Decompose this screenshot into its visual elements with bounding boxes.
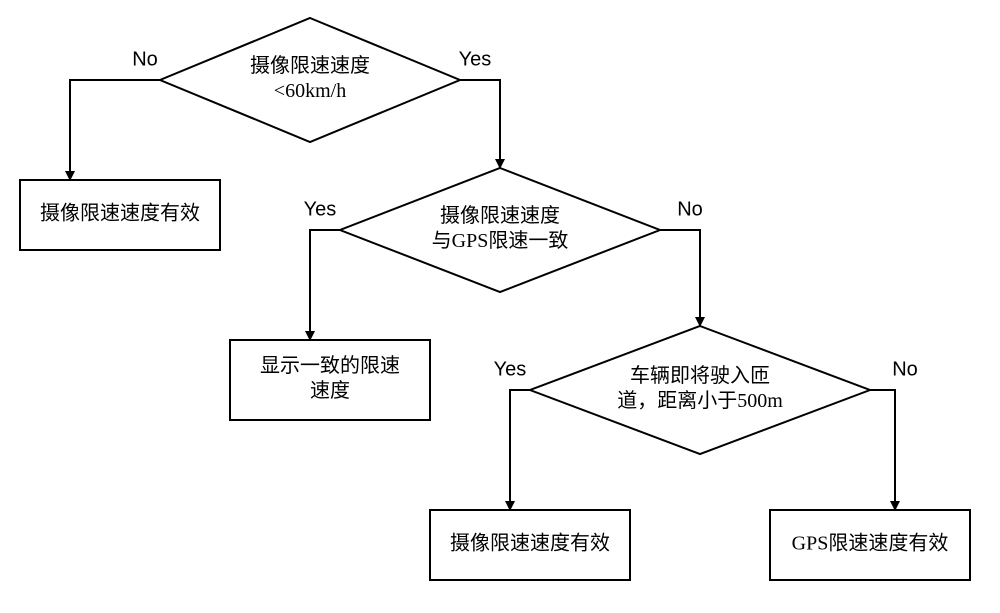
edge-2: [310, 230, 340, 340]
edge-5: [870, 390, 895, 510]
edge-label-1: Yes: [459, 48, 492, 70]
edge-label-4: Yes: [494, 358, 527, 380]
node-d1-line-1: <60km/h: [274, 80, 346, 102]
node-r3-line-0: 摄像限速速度有效: [450, 532, 610, 555]
node-d2-line-1: 与GPS限速一致: [432, 229, 569, 252]
edge-label-3: No: [677, 198, 703, 220]
node-d3-line-1: 道，距离小于500m: [617, 389, 783, 412]
node-r4-line-0: GPS限速速度有效: [792, 532, 949, 555]
node-r2-line-0: 显示一致的限速: [260, 354, 400, 377]
node-d1-line-0: 摄像限速速度: [250, 54, 370, 77]
edge-label-2: Yes: [304, 198, 337, 220]
node-d2-line-0: 摄像限速速度: [440, 204, 560, 227]
edge-label-5: No: [892, 358, 918, 380]
edge-0: [70, 80, 160, 180]
edge-label-0: No: [132, 48, 158, 70]
node-d3-line-0: 车辆即将驶入匝: [630, 364, 770, 387]
node-r1-line-0: 摄像限速速度有效: [40, 202, 200, 225]
edge-3: [660, 230, 700, 326]
edge-4: [510, 390, 530, 510]
node-r2-line-1: 速度: [310, 379, 350, 402]
edge-1: [460, 80, 500, 168]
